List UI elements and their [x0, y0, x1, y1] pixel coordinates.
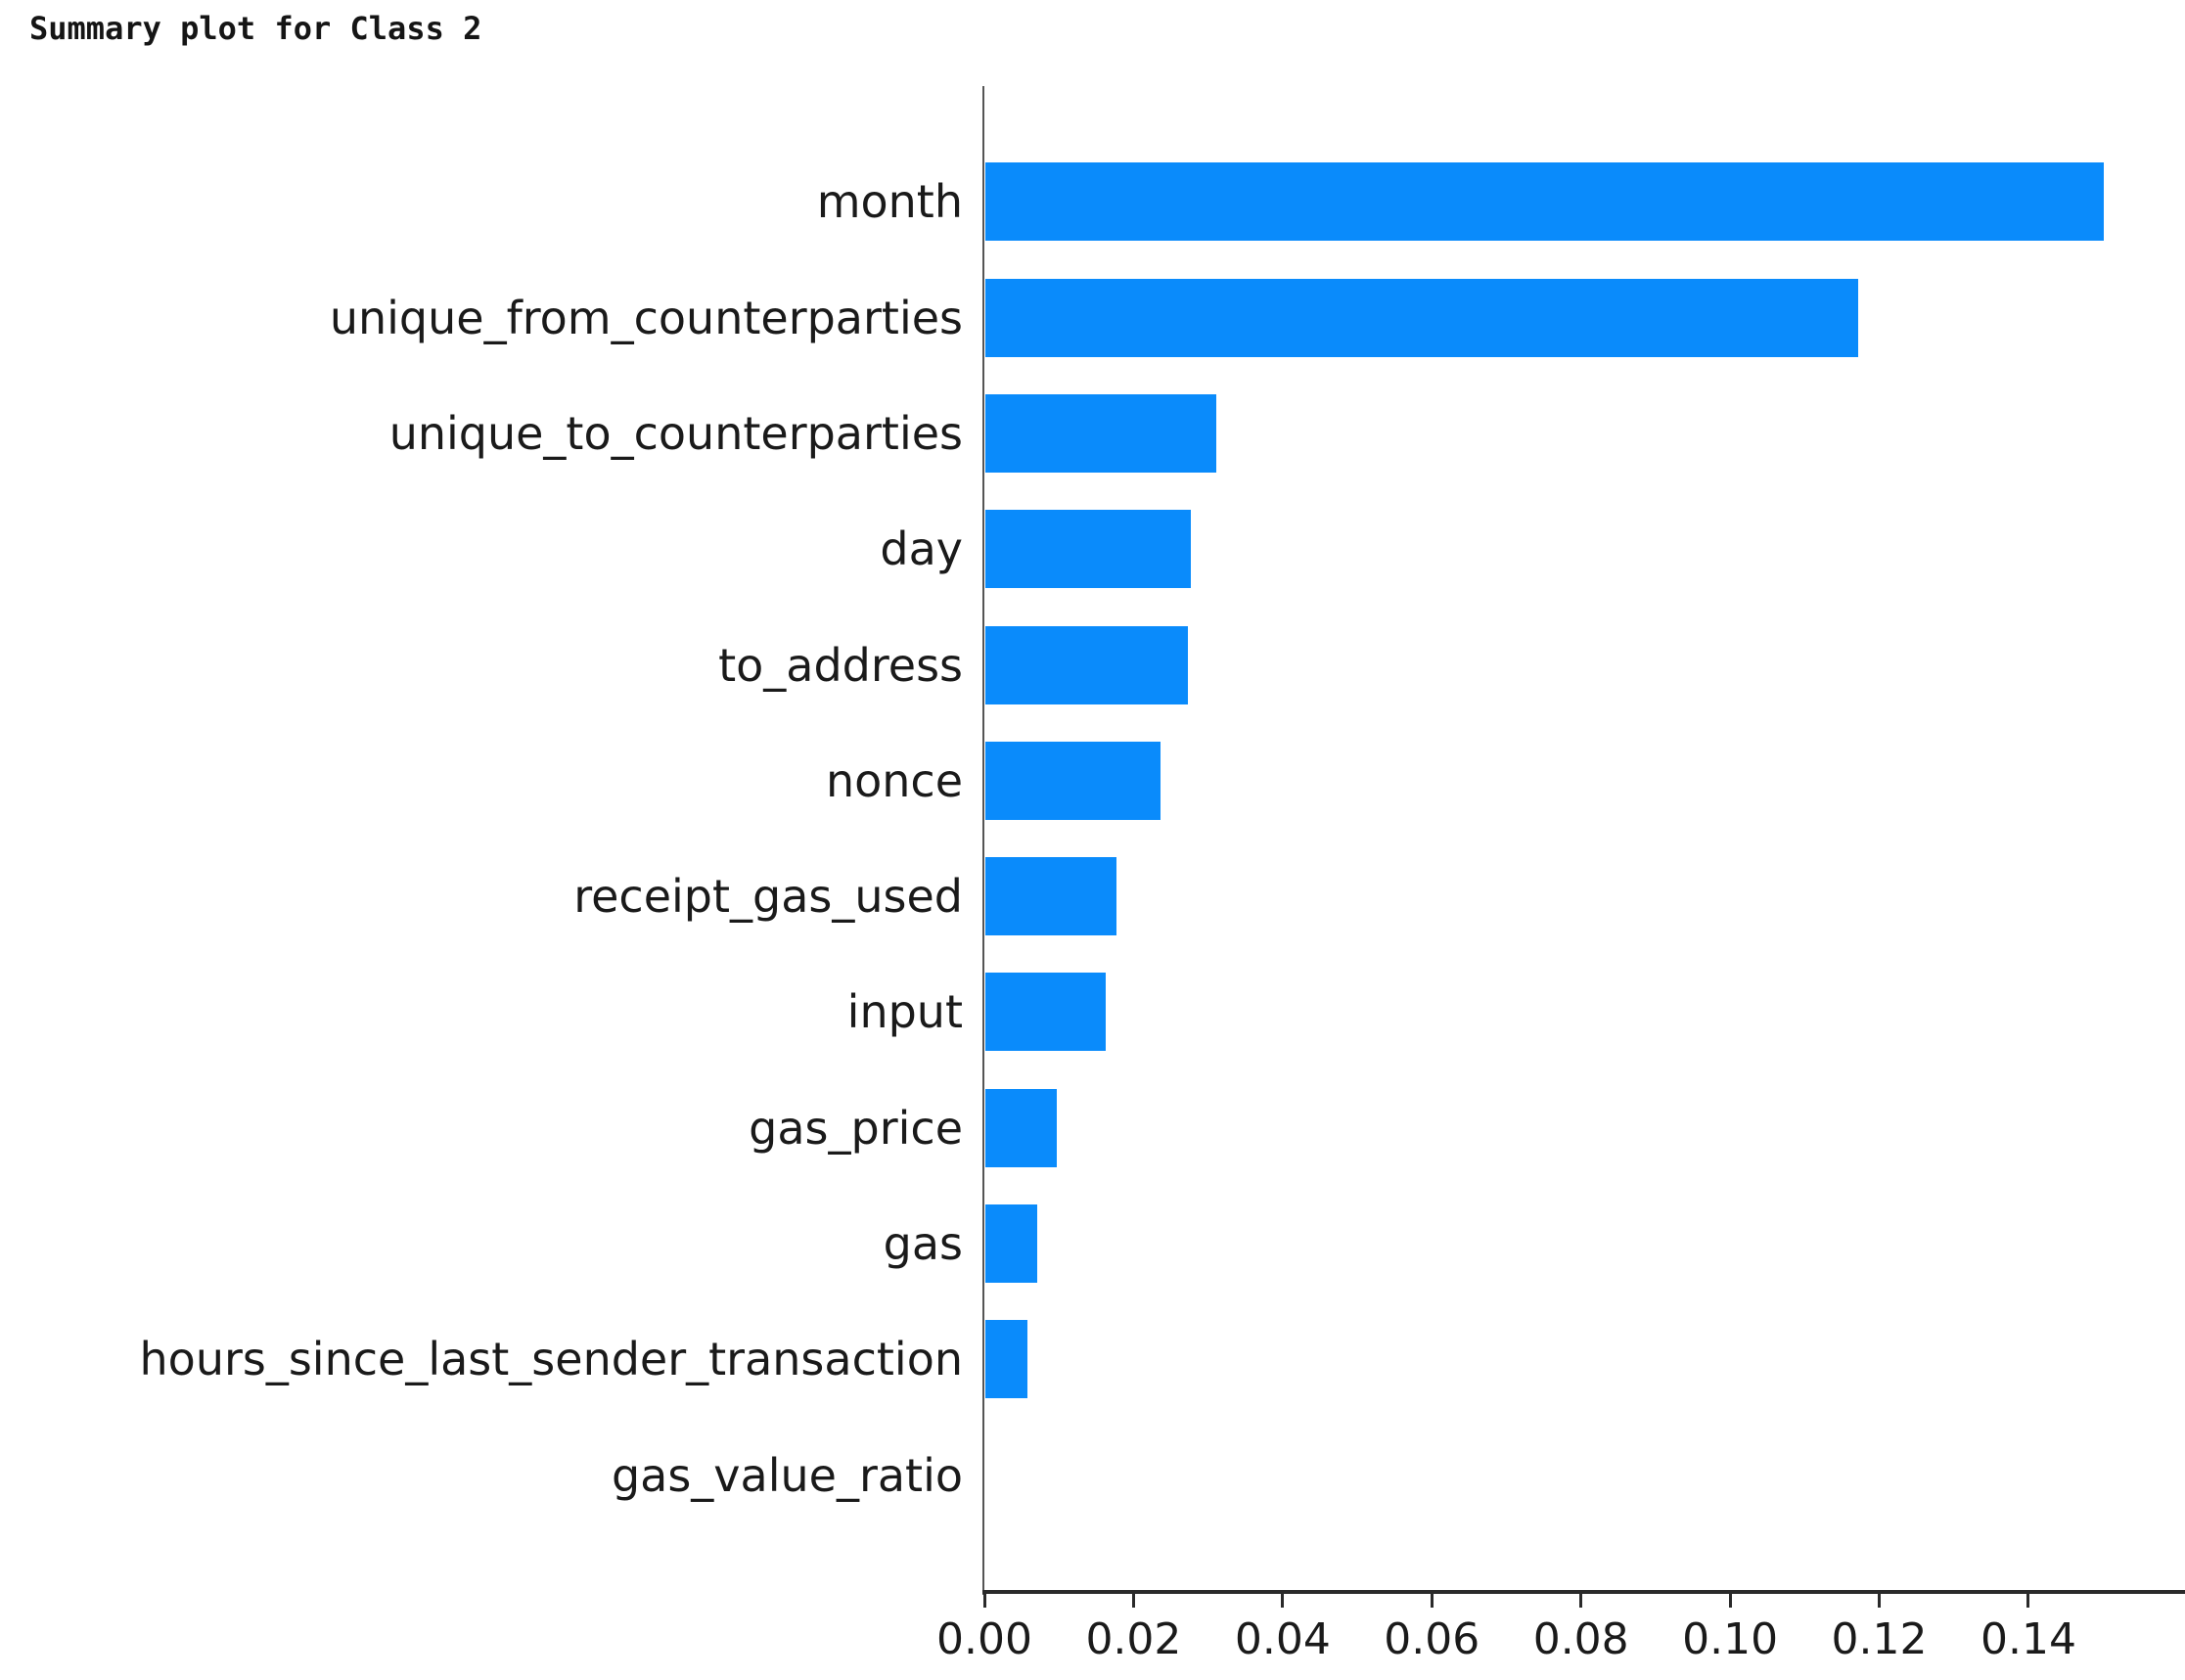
bar	[985, 393, 1216, 473]
bar	[985, 510, 1191, 589]
x-tick-label: 0.10	[1682, 1614, 1779, 1664]
x-tick-label: 0.04	[1234, 1614, 1331, 1664]
bar	[985, 278, 1858, 357]
bar	[985, 162, 2104, 242]
y-tick-label: to_address	[718, 638, 963, 692]
bar	[985, 741, 1161, 820]
bar	[985, 857, 1116, 936]
y-tick-label: gas_price	[749, 1101, 963, 1155]
y-tick-label: input	[846, 985, 963, 1039]
x-tick-mark	[982, 1592, 986, 1608]
x-tick-mark	[1281, 1592, 1285, 1608]
x-tick-label: 0.14	[1980, 1614, 2076, 1664]
x-tick-mark	[1878, 1592, 1882, 1608]
x-tick-mark	[1728, 1592, 1732, 1608]
x-tick-mark	[1579, 1592, 1583, 1608]
y-tick-label: receipt_gas_used	[573, 870, 963, 924]
x-tick-mark	[2026, 1592, 2030, 1608]
bar	[985, 1088, 1057, 1167]
y-tick-label: gas_value_ratio	[611, 1448, 963, 1502]
bar	[985, 1320, 1027, 1399]
y-tick-label: unique_from_counterparties	[329, 291, 963, 344]
x-tick-label: 0.12	[1831, 1614, 1928, 1664]
x-tick-label: 0.06	[1384, 1614, 1480, 1664]
y-tick-label: unique_to_counterparties	[388, 406, 963, 460]
chart-title: Summary plot for Class 2	[29, 10, 482, 47]
y-axis-line	[982, 86, 984, 1595]
y-tick-label: hours_since_last_sender_transaction	[139, 1333, 963, 1386]
x-axis-line	[982, 1590, 2185, 1594]
y-tick-label: gas	[883, 1217, 963, 1271]
x-tick-label: 0.08	[1532, 1614, 1629, 1664]
x-tick-mark	[1131, 1592, 1135, 1608]
x-tick-mark	[1430, 1592, 1434, 1608]
bar	[985, 973, 1106, 1052]
bar	[985, 1204, 1037, 1284]
y-tick-label: day	[880, 522, 963, 576]
bar	[985, 625, 1188, 704]
x-tick-label: 0.02	[1085, 1614, 1182, 1664]
x-tick-label: 0.00	[936, 1614, 1032, 1664]
y-tick-label: month	[816, 175, 963, 229]
y-tick-label: nonce	[825, 753, 963, 807]
